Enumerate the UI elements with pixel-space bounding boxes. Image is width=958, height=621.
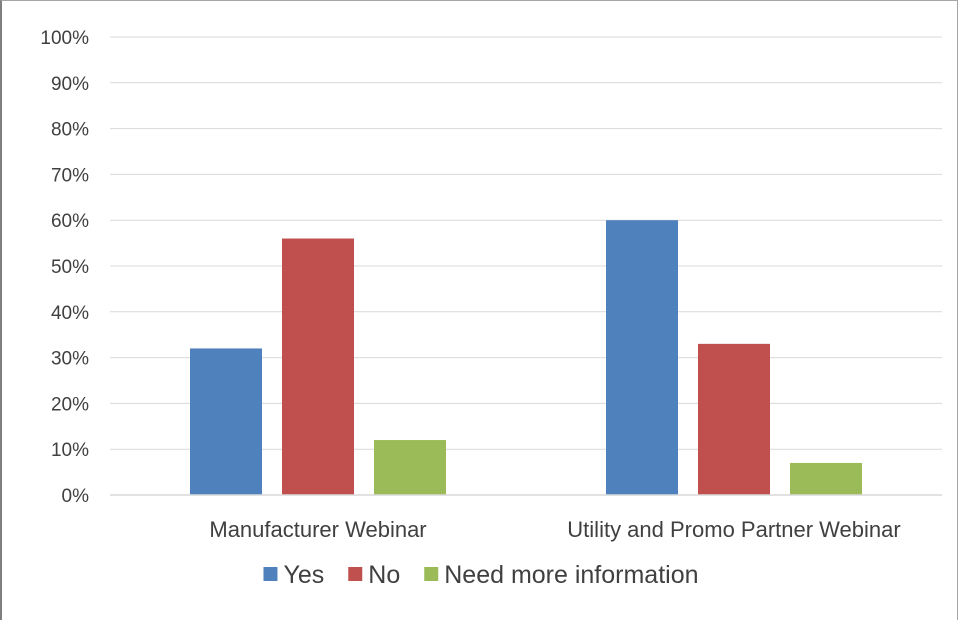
legend-item: Need more information [424, 561, 699, 589]
legend-swatch [263, 567, 278, 581]
y-tick-label: 60% [51, 211, 89, 232]
legend-label: No [368, 561, 400, 589]
category-labels: Manufacturer Webinar Utility and Promo Pa… [209, 517, 900, 542]
bar-need-more-information [790, 462, 862, 495]
bar-no [698, 343, 770, 495]
bar-yes [190, 348, 262, 495]
y-tick-label: 0% [62, 486, 90, 507]
y-tick-label: 100% [40, 28, 89, 49]
y-axis-tick-labels: 0% 10% 20% 30% 40% 50% 60% 70% 80% 90% 100% [40, 28, 89, 507]
bar-yes [606, 220, 678, 495]
y-tick-label: 90% [51, 74, 89, 95]
legend-label: Yes [283, 561, 324, 589]
legend-swatch [424, 567, 439, 581]
y-tick-label: 50% [51, 257, 89, 278]
bars [190, 220, 862, 495]
legend: Yes No Need more information [263, 561, 699, 589]
category-label: Utility and Promo Partner Webinar [567, 517, 900, 542]
bar-no [282, 238, 354, 495]
legend-swatch [348, 567, 363, 581]
legend-item: Yes [263, 561, 324, 589]
bar-need-more-information [374, 440, 446, 495]
y-tick-label: 40% [51, 303, 89, 324]
y-tick-label: 10% [51, 440, 89, 461]
legend-label: Need more information [444, 561, 698, 589]
legend-item: No [348, 561, 400, 589]
y-tick-label: 70% [51, 165, 89, 186]
category-label: Manufacturer Webinar [209, 517, 426, 542]
y-tick-label: 30% [51, 349, 89, 370]
y-tick-label: 80% [51, 120, 89, 141]
y-tick-label: 20% [51, 394, 89, 415]
